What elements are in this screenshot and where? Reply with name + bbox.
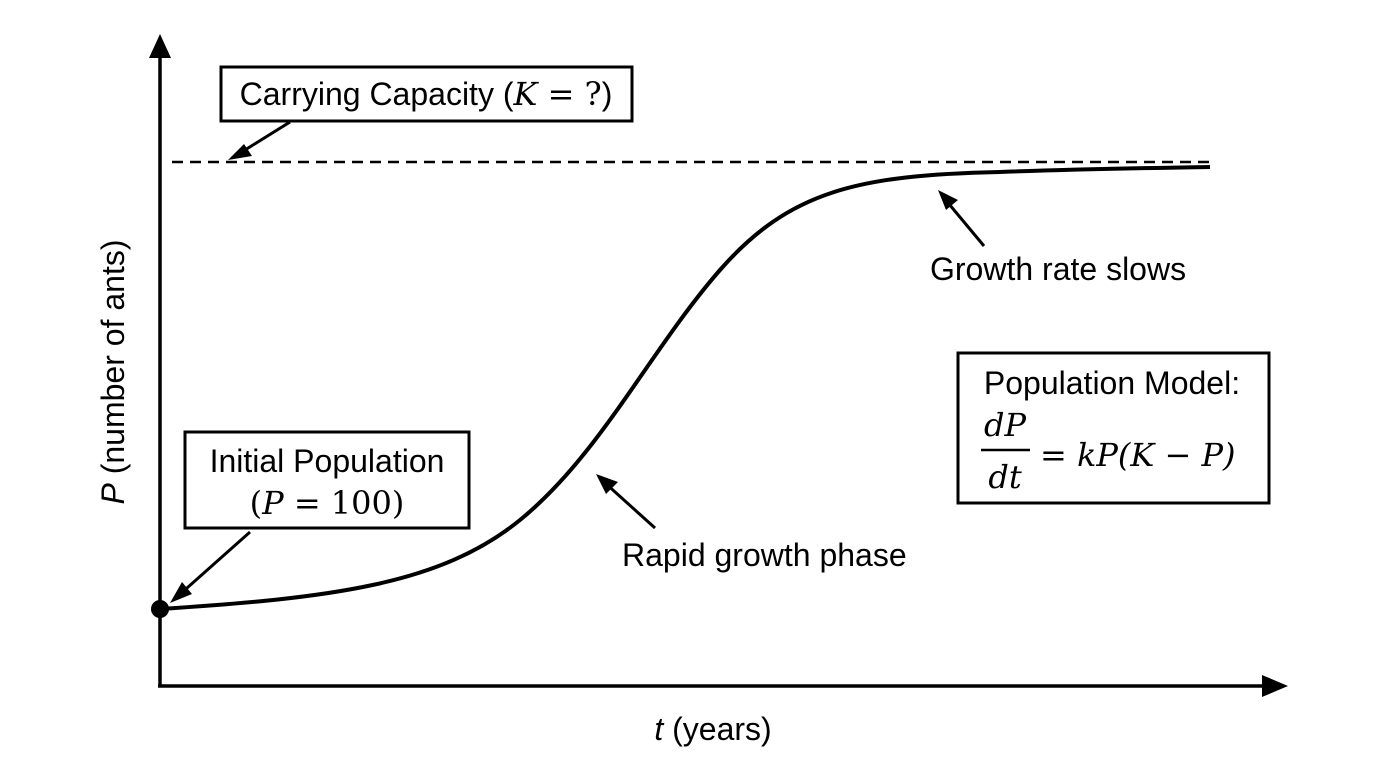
carrying-capacity-text: Carrying Capacity ( <box>240 76 514 112</box>
x-axis-desc: (years) <box>663 711 771 747</box>
model-denominator: dt <box>988 458 1021 496</box>
initial-population-arrowhead <box>170 582 192 603</box>
logistic-curve <box>159 165 1211 611</box>
initial-population-value: (P = 100) <box>250 484 405 522</box>
initial-point-marker <box>151 600 169 618</box>
x-axis-var: t <box>654 711 664 747</box>
initial-population-open: ( <box>250 484 262 522</box>
growth-slows-arrowhead <box>938 190 958 210</box>
growth-slows-label: Growth rate slows <box>930 251 1186 287</box>
rapid-growth-arrow <box>602 480 657 530</box>
carrying-capacity-arrowhead <box>228 144 252 160</box>
initial-population-box <box>183 430 471 530</box>
carrying-capacity-var: K <box>512 75 539 113</box>
initial-population-var: P <box>261 484 284 522</box>
y-axis-label: P (number of ants) <box>95 240 131 505</box>
carrying-capacity-close: ) <box>602 76 613 112</box>
population-model-title: Population Model: <box>984 365 1240 401</box>
y-axis-var: P <box>95 483 131 505</box>
model-equation: = kP(K − P) <box>1040 436 1235 474</box>
x-axis-arrowhead <box>1262 675 1288 697</box>
model-numerator: dP <box>984 406 1026 444</box>
population-model-box <box>956 351 1271 505</box>
initial-population-title: Initial Population <box>210 443 445 479</box>
x-axis-label: t (years) <box>654 711 771 747</box>
initial-population-close: ) <box>392 484 404 522</box>
carrying-capacity-box <box>219 65 634 123</box>
carrying-capacity-eq: = ? <box>537 75 601 113</box>
carrying-capacity-label: Carrying Capacity (K = ?) <box>240 75 613 113</box>
initial-population-eq: = 100 <box>284 484 392 522</box>
rapid-growth-label: Rapid growth phase <box>622 537 907 573</box>
y-axis-arrowhead <box>149 34 171 58</box>
y-axis-desc: (number of ants) <box>95 240 131 484</box>
rapid-growth-arrowhead <box>596 474 618 494</box>
initial-population-arrow <box>177 530 251 598</box>
